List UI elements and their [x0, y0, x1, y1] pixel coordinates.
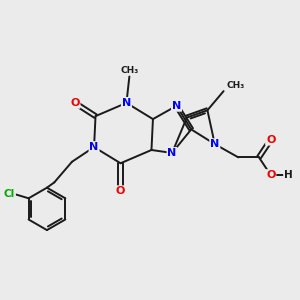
Text: O: O — [70, 98, 80, 108]
Text: H: H — [284, 170, 293, 180]
Text: CH₃: CH₃ — [120, 66, 139, 75]
Text: CH₃: CH₃ — [226, 81, 245, 90]
Text: N: N — [210, 139, 219, 149]
Text: O: O — [266, 135, 275, 145]
Text: O: O — [266, 170, 275, 180]
Text: Cl: Cl — [4, 189, 15, 199]
Text: N: N — [89, 142, 99, 152]
Text: O: O — [116, 186, 125, 196]
Text: N: N — [172, 101, 181, 111]
Text: N: N — [167, 148, 177, 158]
Text: N: N — [122, 98, 131, 108]
